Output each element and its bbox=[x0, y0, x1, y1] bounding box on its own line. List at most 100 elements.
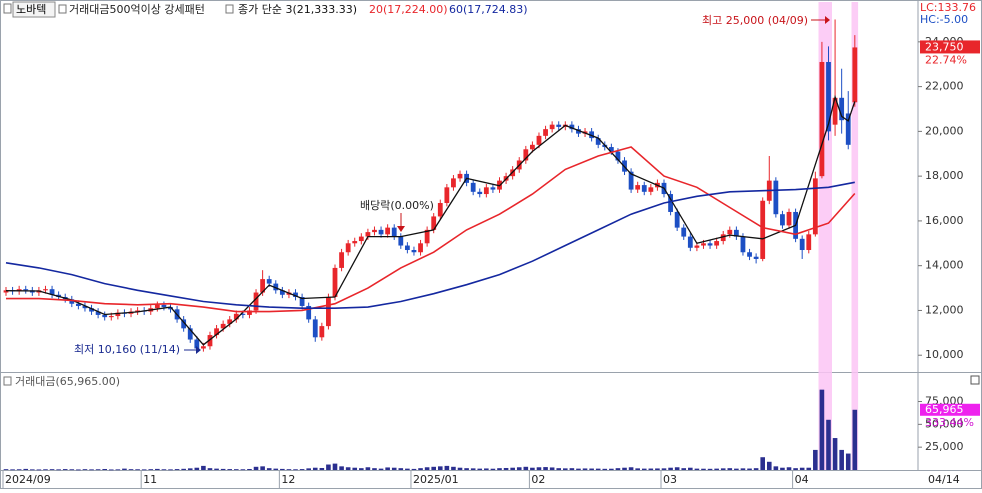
candle-body bbox=[214, 328, 219, 336]
last-volume-box bbox=[920, 403, 980, 416]
volume-bar bbox=[108, 469, 114, 471]
volume-bar bbox=[234, 469, 239, 470]
volume-bar bbox=[345, 467, 351, 470]
volume-bar bbox=[69, 469, 75, 471]
volume-bar bbox=[852, 409, 858, 470]
volume-bar bbox=[187, 468, 193, 470]
candle-body bbox=[352, 241, 358, 244]
candle-body bbox=[569, 124, 575, 130]
candle-body bbox=[89, 308, 94, 312]
pattern-highlight bbox=[851, 2, 859, 470]
legend-icon bbox=[3, 376, 12, 386]
candle-body bbox=[168, 307, 173, 310]
last-date: 04/14 bbox=[928, 473, 960, 486]
last-price-label: 23,750 bbox=[925, 40, 964, 53]
candle-body bbox=[293, 292, 298, 298]
volume-bar bbox=[786, 467, 792, 470]
volume-bar bbox=[701, 468, 706, 470]
candle-body bbox=[161, 304, 167, 308]
volume-bar bbox=[260, 466, 265, 470]
volume-bar bbox=[576, 468, 581, 470]
volume-bar bbox=[220, 468, 226, 470]
volume-bar bbox=[23, 468, 29, 470]
candle-body bbox=[437, 203, 443, 217]
candle-body bbox=[694, 245, 700, 248]
candle-body bbox=[819, 61, 825, 177]
volume-bar bbox=[293, 469, 298, 471]
candle-body bbox=[23, 289, 29, 291]
stock-name-box[interactable] bbox=[12, 1, 56, 18]
candle-body bbox=[444, 187, 450, 204]
volume-bar bbox=[359, 468, 364, 470]
volume-bar bbox=[734, 468, 739, 470]
y-tick-label: 14,000 bbox=[925, 259, 964, 272]
volume-bar bbox=[332, 463, 338, 470]
candle-body bbox=[75, 303, 81, 306]
volume-bar bbox=[714, 468, 719, 470]
volume-bar bbox=[484, 468, 489, 470]
candle-body bbox=[82, 305, 88, 309]
close-panel-button[interactable] bbox=[970, 375, 980, 385]
volume-bar bbox=[326, 464, 331, 470]
volume-bar bbox=[266, 468, 272, 470]
volume-bar bbox=[155, 468, 160, 470]
volume-bar bbox=[56, 469, 61, 471]
candle-body bbox=[549, 124, 555, 130]
volume-bar bbox=[201, 465, 206, 470]
x-tick-label: 04 bbox=[795, 473, 809, 486]
volume-bar bbox=[95, 469, 101, 471]
volume-bar bbox=[582, 468, 588, 470]
candle-body bbox=[365, 232, 371, 237]
candle-body bbox=[358, 236, 364, 242]
volume-bar bbox=[418, 468, 423, 470]
volume-bar bbox=[437, 466, 443, 470]
volume-bar bbox=[36, 469, 42, 471]
candle-body bbox=[668, 194, 673, 212]
legend-icon bbox=[58, 4, 67, 14]
last-volume-label: 65,965 bbox=[925, 403, 964, 416]
candle-body bbox=[391, 227, 397, 237]
candle-body bbox=[714, 241, 720, 246]
volume-y-tick-label: 50,000 bbox=[925, 417, 964, 430]
candle-body bbox=[418, 243, 423, 253]
volume-bar bbox=[253, 466, 259, 470]
y-tick-label: 16,000 bbox=[925, 214, 964, 227]
volume-bar bbox=[688, 467, 693, 470]
moving-average-line bbox=[5, 181, 855, 309]
candle-body bbox=[194, 339, 200, 349]
volume-bar bbox=[497, 468, 502, 470]
candle-body bbox=[457, 173, 463, 179]
candle-body bbox=[845, 113, 851, 145]
volume-bar bbox=[602, 468, 608, 470]
volume-bar bbox=[431, 466, 436, 470]
volume-bar bbox=[773, 466, 779, 470]
candle-body bbox=[404, 245, 410, 251]
volume-bar bbox=[49, 469, 55, 470]
candle-body bbox=[687, 236, 693, 248]
volume-bar bbox=[760, 457, 765, 470]
candle-body bbox=[247, 310, 252, 315]
volume-bar bbox=[510, 467, 515, 470]
candle-body bbox=[69, 299, 75, 304]
candle-body bbox=[635, 185, 641, 190]
volume-bar bbox=[766, 461, 772, 470]
high-annotation: 최고 25,000 (04/09) bbox=[702, 14, 808, 27]
candle-body bbox=[279, 290, 285, 295]
candle-body bbox=[839, 97, 845, 121]
candle-body bbox=[530, 144, 535, 150]
volume-bar bbox=[530, 467, 535, 470]
volume-bar bbox=[648, 468, 654, 470]
volume-bar bbox=[674, 467, 680, 470]
stock-name[interactable]: 노바텍 bbox=[16, 3, 46, 16]
candle-body bbox=[701, 243, 706, 246]
candle-body bbox=[826, 61, 831, 132]
volume-bar bbox=[227, 469, 233, 470]
x-tick-label: 2024/09 bbox=[5, 473, 51, 486]
candle-body bbox=[595, 138, 601, 145]
volume-bar bbox=[707, 468, 713, 470]
lc-label: LC:133.76 bbox=[920, 1, 976, 14]
volume-bar bbox=[194, 467, 200, 470]
volume-bar bbox=[753, 468, 759, 470]
